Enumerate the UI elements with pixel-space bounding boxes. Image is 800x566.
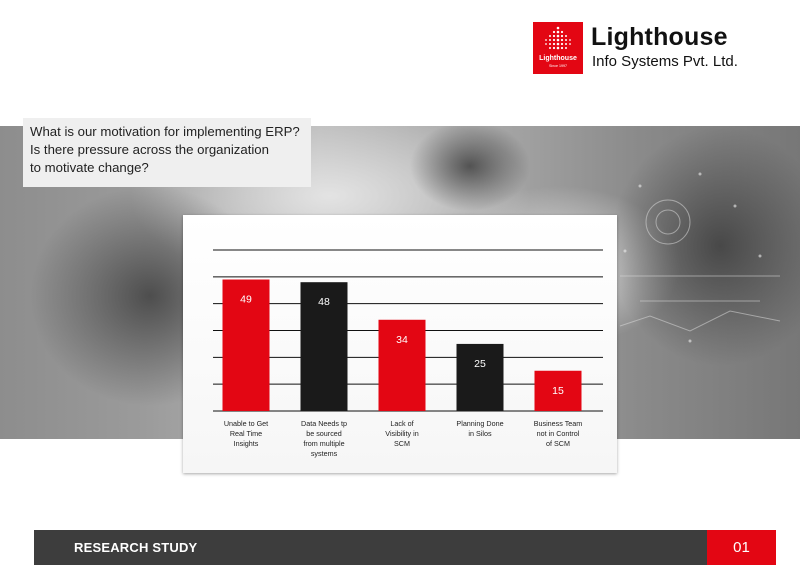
data-label: 48 [318, 296, 330, 308]
chart-card: 49 Unable to Get Real Time Insights 48 Data N… [183, 215, 617, 473]
category-label: Planning Done in Silos [456, 419, 503, 438]
company-logo: Lighthouse Since 1997 Lighthouse Info Sy… [533, 22, 743, 74]
data-label: 49 [240, 294, 252, 306]
question-line: What is our motivation for implementing … [30, 124, 300, 139]
data-label: 34 [396, 334, 408, 346]
bar [300, 282, 348, 411]
logo-since: Since 1997 [549, 64, 567, 68]
bar-chart: 49 Unable to Get Real Time Insights 48 Data N… [213, 249, 603, 458]
category-label: Data Needs tp be sourced from multiple syst… [301, 419, 347, 458]
footer-label: RESEARCH STUDY [74, 540, 198, 555]
lighthouse-icon [545, 26, 571, 50]
logo-box-text: Lighthouse [539, 55, 577, 62]
question-line: to motivate change? [30, 160, 149, 175]
bar [378, 319, 426, 411]
data-label: 25 [474, 358, 486, 370]
footer-bar: RESEARCH STUDY 01 [34, 530, 776, 565]
bar [534, 370, 582, 411]
page-number: 01 [707, 530, 776, 565]
category-label: Unable to Get Real Time Insights [224, 419, 268, 448]
company-name: Lighthouse [591, 23, 728, 51]
category-label: Lack of Visibility in SCM [385, 419, 418, 448]
logo-mark: Lighthouse Since 1997 [533, 22, 583, 74]
data-label: 15 [552, 385, 564, 397]
bar [456, 343, 504, 411]
bar [222, 279, 270, 411]
company-subtitle: Info Systems Pvt. Ltd. [592, 53, 738, 70]
question-line: Is there pressure across the organizatio… [30, 142, 269, 157]
category-label: Business Team not in Control of SCM [534, 419, 583, 448]
question-box: What is our motivation for implementing … [23, 118, 311, 187]
